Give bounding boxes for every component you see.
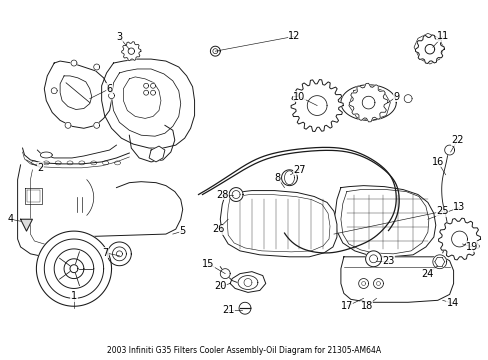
Text: 28: 28 [216,189,228,199]
Text: 5: 5 [179,226,185,236]
Text: 24: 24 [421,269,433,279]
Polygon shape [65,122,71,128]
Polygon shape [281,170,297,186]
Text: 10: 10 [293,92,305,102]
Text: 16: 16 [431,157,443,167]
Text: 17: 17 [340,301,352,311]
Polygon shape [239,302,250,314]
Polygon shape [94,122,100,128]
Text: 26: 26 [212,224,224,234]
Polygon shape [232,190,240,198]
Polygon shape [54,249,94,288]
Text: 12: 12 [287,31,300,41]
Text: 25: 25 [436,206,448,216]
Polygon shape [220,190,336,257]
Polygon shape [71,60,77,66]
Polygon shape [451,231,467,247]
Polygon shape [229,188,243,202]
Polygon shape [238,276,257,289]
Polygon shape [424,44,434,54]
Polygon shape [94,64,100,70]
Polygon shape [308,97,325,114]
Text: 18: 18 [360,301,372,311]
Polygon shape [362,96,374,109]
Polygon shape [111,69,181,136]
Text: 14: 14 [446,298,458,308]
Polygon shape [143,90,148,95]
Polygon shape [36,231,111,306]
Polygon shape [340,257,453,302]
Polygon shape [210,46,220,56]
Polygon shape [451,232,466,246]
Text: 21: 21 [222,305,234,315]
Polygon shape [373,279,383,288]
Polygon shape [149,146,164,162]
Text: 11: 11 [436,31,448,41]
Text: 13: 13 [452,202,465,212]
Polygon shape [438,218,480,260]
Polygon shape [150,83,155,88]
Polygon shape [116,251,122,257]
Polygon shape [414,35,444,63]
Polygon shape [432,255,446,269]
Text: 27: 27 [292,165,305,175]
Text: 20: 20 [214,282,226,292]
Text: 8: 8 [274,173,280,183]
Polygon shape [51,88,57,94]
Polygon shape [70,265,78,273]
Polygon shape [102,59,194,148]
Text: 19: 19 [465,242,478,252]
Polygon shape [108,93,114,99]
Polygon shape [112,247,126,261]
Text: 3: 3 [116,32,122,42]
Text: 4: 4 [8,214,14,224]
Text: 9: 9 [392,92,399,102]
Polygon shape [290,80,343,131]
Text: 2003 Infiniti G35 Filters Cooler Assembly-Oil Diagram for 21305-AM64A: 2003 Infiniti G35 Filters Cooler Assembl… [107,346,381,355]
Polygon shape [41,152,52,158]
Polygon shape [123,77,161,118]
Text: 1: 1 [71,291,77,301]
Text: 15: 15 [202,259,214,269]
Polygon shape [150,90,155,95]
Polygon shape [348,83,387,122]
Polygon shape [44,61,111,128]
Polygon shape [60,76,92,109]
Text: 22: 22 [450,135,463,145]
Polygon shape [334,186,435,257]
Polygon shape [404,95,411,103]
Polygon shape [122,42,141,61]
Polygon shape [20,219,32,231]
Polygon shape [365,251,381,267]
Polygon shape [340,85,395,120]
Polygon shape [230,272,265,292]
Polygon shape [107,242,131,266]
Polygon shape [444,145,454,155]
Polygon shape [358,279,368,288]
Polygon shape [64,259,83,279]
Polygon shape [44,239,103,298]
Polygon shape [128,48,134,54]
Text: 7: 7 [102,248,108,258]
Polygon shape [220,269,230,279]
Polygon shape [306,96,326,116]
Polygon shape [143,83,148,88]
Polygon shape [24,188,42,204]
Text: 23: 23 [382,256,394,266]
Text: 6: 6 [106,84,112,94]
Text: 2: 2 [37,163,43,173]
